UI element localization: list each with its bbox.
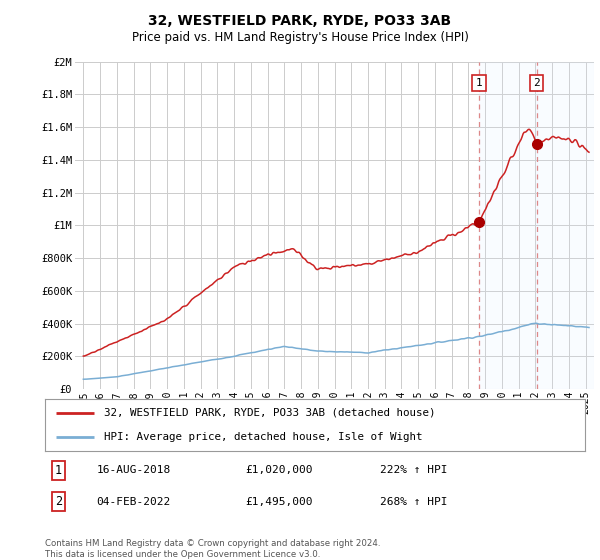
Text: 16-AUG-2018: 16-AUG-2018 xyxy=(96,465,170,475)
Text: 04-FEB-2022: 04-FEB-2022 xyxy=(96,497,170,507)
Text: £1,020,000: £1,020,000 xyxy=(245,465,313,475)
Text: Contains HM Land Registry data © Crown copyright and database right 2024.
This d: Contains HM Land Registry data © Crown c… xyxy=(45,539,380,559)
Text: 1: 1 xyxy=(55,464,62,477)
Bar xyxy=(537,62,594,389)
Bar xyxy=(479,62,537,389)
Text: 1: 1 xyxy=(475,78,482,88)
Text: HPI: Average price, detached house, Isle of Wight: HPI: Average price, detached house, Isle… xyxy=(104,432,423,442)
Text: 32, WESTFIELD PARK, RYDE, PO33 3AB: 32, WESTFIELD PARK, RYDE, PO33 3AB xyxy=(148,14,452,28)
Text: 32, WESTFIELD PARK, RYDE, PO33 3AB (detached house): 32, WESTFIELD PARK, RYDE, PO33 3AB (deta… xyxy=(104,408,436,418)
Text: Price paid vs. HM Land Registry's House Price Index (HPI): Price paid vs. HM Land Registry's House … xyxy=(131,31,469,44)
Text: 2: 2 xyxy=(55,495,62,508)
Text: 222% ↑ HPI: 222% ↑ HPI xyxy=(380,465,448,475)
Text: 2: 2 xyxy=(533,78,540,88)
Text: 268% ↑ HPI: 268% ↑ HPI xyxy=(380,497,448,507)
Text: £1,495,000: £1,495,000 xyxy=(245,497,313,507)
